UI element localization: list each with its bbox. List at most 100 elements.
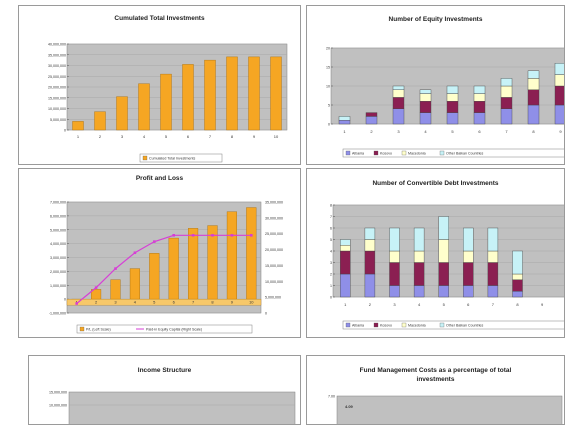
chart-panel-convertible: Number of Convertible Debt Investments 8…: [306, 168, 565, 338]
chart-title-equity: Number of Equity Investments: [388, 16, 483, 23]
y2-tick-label: 15,000,000: [265, 264, 283, 268]
bar-segment: [438, 216, 449, 240]
bar-segment: [340, 245, 351, 252]
x-tick-label: 7: [209, 134, 212, 139]
bar: [226, 211, 237, 300]
bar: [182, 64, 194, 131]
bar-segment: [473, 93, 486, 102]
bar-segment: [473, 100, 486, 113]
plot-area: [68, 391, 296, 424]
chart-cumulated: 40,000,00035,000,00030,000,00025,000,000…: [48, 43, 288, 163]
y-tick-label: 0: [64, 129, 66, 133]
legend-label: Other Balkan Countries: [446, 151, 484, 155]
legend-swatch: [345, 150, 351, 156]
legend-swatch: [439, 150, 445, 156]
x-tick-label: 7: [192, 300, 195, 305]
y2-tick-label: 25,000,000: [265, 232, 283, 236]
legend-label: Kosovo: [380, 151, 392, 155]
x-tick-label: 10: [249, 300, 254, 305]
chart-title-cumulated: Cumulated Total Investments: [114, 15, 205, 22]
chart-convertible: 87654321012345678910AlbaniaKosovoMacedon…: [330, 204, 564, 330]
x-tick-label: 5: [451, 129, 454, 134]
x-tick-label: 4: [143, 134, 146, 139]
bar: [110, 279, 121, 300]
y-tick-label: 25,000,000: [48, 75, 66, 79]
x-tick-label: 3: [393, 302, 396, 307]
x-tick-label: 3: [114, 300, 117, 305]
bar-segment: [487, 262, 499, 286]
y-tick-label: 0: [328, 123, 330, 127]
y-tick-label: 30,000,000: [48, 64, 66, 68]
x-tick-label: 7: [492, 302, 495, 307]
legend-swatch: [373, 150, 379, 156]
bar: [116, 96, 128, 131]
bar: [270, 56, 282, 131]
bar-segment: [392, 89, 405, 98]
bar-segment: [413, 285, 425, 298]
chart-title-fund: Fund Management Costs as a percentage of…: [359, 367, 512, 383]
bar-segment: [419, 112, 432, 125]
chart-profit: 7,000,000 6,000,000 5,000,000 4,000,000 3,00…: [49, 201, 283, 334]
bar-segment: [527, 104, 540, 125]
line-marker: [94, 286, 98, 289]
y2-tick-label: 20,000,000: [265, 248, 283, 252]
legend-label: Other Balkan Countries: [446, 323, 484, 327]
line-marker: [133, 251, 137, 255]
y-tick-label: 7.00: [328, 395, 335, 399]
legend-label: P/L (Left Scale): [86, 327, 111, 331]
chart-equity: 20 15 10 5 0 1 2 3 4 5 6 7 8 9 Albania Kosovo Macedonia O…: [326, 47, 564, 158]
x-tick-label: 8: [532, 129, 535, 134]
line-marker: [114, 267, 117, 270]
legend-label: Albania: [352, 151, 364, 155]
y-tick-label: 0: [330, 296, 332, 300]
x-tick-label: 1: [77, 134, 80, 139]
line-marker: [191, 234, 195, 237]
bar: [160, 73, 172, 131]
y-tick-label: 15,000,000: [49, 391, 67, 395]
bar-segment: [364, 250, 376, 275]
bar-segment: [512, 279, 523, 292]
y-tick-label: 1,000,000: [50, 284, 66, 288]
bar-segment: [463, 285, 474, 298]
chart-panel-profit: Profit and Loss 7,000,000 6,000,000 5,000,…: [18, 168, 301, 338]
line-marker: [172, 234, 175, 237]
bar: [248, 56, 260, 131]
chart-panel-equity: Number of Equity Investments 20 15 10 5 0 1 2 3…: [306, 5, 565, 165]
bar-segment: [500, 85, 513, 98]
bar-segment: [463, 227, 474, 252]
y-tick-label: 3: [330, 261, 332, 265]
line-marker: [250, 234, 253, 237]
chart-title-convertible: Number of Convertible Debt Investments: [372, 180, 499, 187]
y-tick-label: 3,000,000: [50, 256, 66, 260]
legend-swatch: [401, 322, 407, 328]
bar-segment: [463, 262, 474, 286]
x-tick-label: 2: [95, 300, 98, 305]
x-tick-label: 9: [541, 302, 544, 307]
bar-segment: [527, 70, 540, 79]
x-tick-label: 3: [397, 129, 400, 134]
line-marker: [75, 302, 78, 305]
bar-segment: [364, 273, 376, 298]
bar-segment: [413, 250, 425, 263]
legend-label: Macedonia: [408, 323, 426, 327]
x-tick-label: 4: [424, 129, 427, 134]
bar: [226, 56, 238, 131]
legend-swatch: [373, 322, 379, 328]
x-tick-label: 6: [467, 302, 470, 307]
y-tick-label: 6: [330, 227, 332, 231]
bar-segment: [438, 239, 449, 263]
bar-segment: [364, 227, 376, 240]
x-tick-label: 5: [443, 302, 446, 307]
x-tick-label: 4: [418, 302, 421, 307]
x-tick-label: 8: [516, 302, 519, 307]
bar-segment: [413, 227, 425, 252]
bar-segment: [554, 74, 564, 87]
chart-title-profit: Profit and Loss: [135, 175, 184, 182]
bar: [129, 268, 140, 300]
bar-segment: [446, 93, 459, 102]
legend-swatch: [439, 322, 445, 328]
y-tick-label: 6,000,000: [50, 214, 66, 218]
legend-label: Macedonia: [408, 151, 426, 155]
legend-label: Albania: [352, 323, 364, 327]
bar: [246, 207, 257, 300]
